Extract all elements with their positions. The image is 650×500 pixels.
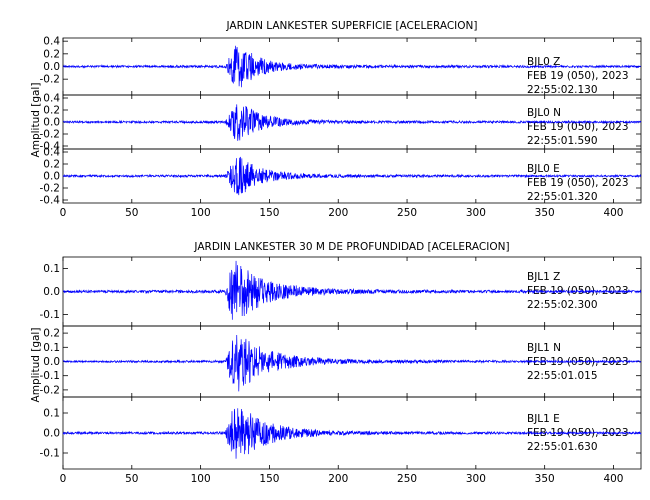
x-tick-label: 200 (328, 473, 348, 485)
x-tick-label: 150 (259, 473, 279, 485)
y-tick-label: 0.0 (43, 286, 60, 298)
x-tick-label: 200 (328, 207, 348, 219)
y-tick-label: 0.1 (43, 342, 60, 354)
y-tick-label: 0.0 (43, 117, 60, 129)
y-tick-label: 0.1 (43, 263, 60, 275)
x-tick-label: 0 (60, 473, 67, 485)
y-tick-label: 0.4 (43, 36, 60, 48)
x-tick-label: 50 (125, 473, 138, 485)
y-tick-label: -0.2 (40, 129, 61, 141)
trace-label-station: BJL0 N (527, 107, 561, 119)
trace-label-time: 22:55:01.320 (527, 191, 598, 203)
y-tick-label: 0.4 (43, 147, 60, 159)
panel-2-title: JARDIN LANKESTER 30 M DE PROFUNDIDAD [AC… (193, 241, 509, 253)
trace-label-date: FEB 19 (050), 2023 (527, 121, 629, 133)
y-tick-label: 0.4 (43, 93, 60, 105)
y-tick-label: 0.0 (43, 428, 60, 440)
y-tick-label: -0.4 (40, 141, 61, 153)
y-tick-label: 0.2 (43, 159, 60, 171)
y-tick-label: 0.0 (43, 356, 60, 368)
y-tick-label: -0.2 (40, 183, 61, 195)
y-tick-label: -0.1 (40, 448, 61, 460)
y-tick-label: -0.2 (40, 74, 61, 86)
y-tick-label: 0.2 (43, 328, 60, 340)
x-tick-label: 250 (397, 473, 417, 485)
y-tick-label: -0.1 (40, 370, 61, 382)
waveform-trace (62, 156, 642, 196)
y-tick-label: 0.0 (43, 61, 60, 73)
trace-label-time: 22:55:02.130 (527, 84, 598, 96)
waveform-trace (62, 408, 642, 459)
trace-label-station: BJL1 E (527, 413, 560, 425)
y-tick-label: -0.2 (40, 384, 61, 396)
waveform-trace (62, 334, 642, 392)
y-tick-label: -0.4 (40, 195, 61, 207)
panel-1-ylabel: Amplitud [gal] (30, 83, 42, 158)
trace-label-time: 22:55:01.015 (527, 370, 598, 382)
x-tick-label: 0 (60, 207, 67, 219)
x-tick-label: 100 (191, 207, 211, 219)
trace-label-date: FEB 19 (050), 2023 (527, 177, 629, 189)
y-tick-label: 0.1 (43, 408, 60, 420)
x-tick-label: 250 (397, 207, 417, 219)
y-tick-label: 0.0 (43, 171, 60, 183)
trace-label-date: FEB 19 (050), 2023 (527, 356, 629, 368)
panel-1-title: JARDIN LANKESTER SUPERFICIE [ACELERACION… (226, 20, 478, 32)
panel-2-ylabel: Amplitud [gal] (30, 328, 42, 403)
trace-label-date: FEB 19 (050), 2023 (527, 70, 629, 82)
x-tick-label: 300 (466, 207, 486, 219)
trace-label-time: 22:55:02.300 (527, 299, 598, 311)
waveform-trace (62, 45, 642, 88)
waveform-trace (62, 260, 642, 320)
trace-label-station: BJL1 N (527, 342, 561, 354)
x-tick-label: 400 (603, 473, 623, 485)
waveform-trace (62, 104, 642, 141)
x-tick-label: 300 (466, 473, 486, 485)
trace-label-station: BJL0 E (527, 163, 560, 175)
y-tick-label: 0.2 (43, 105, 60, 117)
x-tick-label: 50 (125, 207, 138, 219)
trace-label-station: BJL0 Z (527, 56, 560, 68)
trace-label-station: BJL1 Z (527, 271, 560, 283)
x-tick-label: 400 (603, 207, 623, 219)
trace-label-time: 22:55:01.590 (527, 135, 598, 147)
x-tick-label: 350 (535, 207, 555, 219)
y-tick-label: -0.1 (40, 309, 61, 321)
y-tick-label: 0.2 (43, 48, 60, 60)
x-tick-label: 150 (259, 207, 279, 219)
trace-label-time: 22:55:01.630 (527, 441, 598, 453)
x-tick-label: 100 (191, 473, 211, 485)
x-tick-label: 350 (535, 473, 555, 485)
